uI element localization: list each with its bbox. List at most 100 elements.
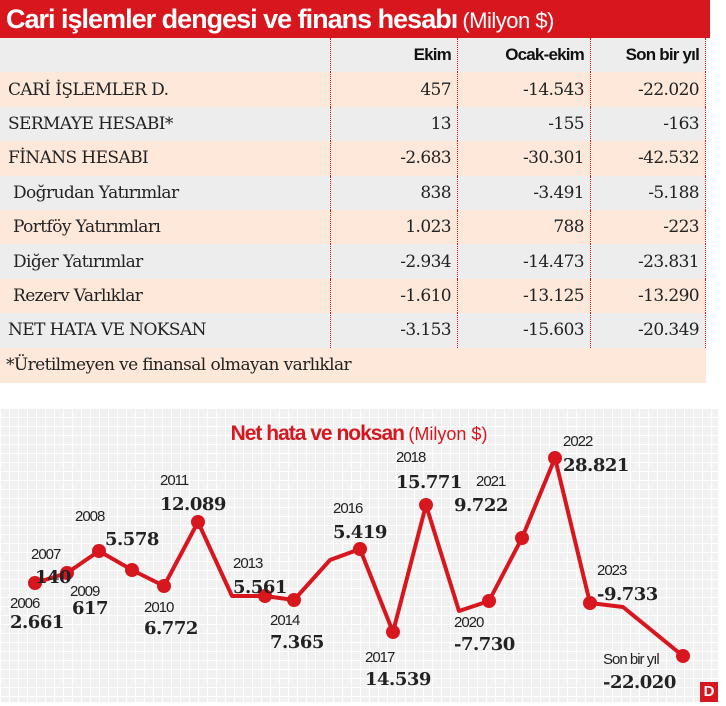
cell-value: -5.188 [590, 175, 706, 210]
cell-value: -14.473 [457, 244, 590, 279]
point-year-label: 2011 [160, 472, 189, 489]
row-label: SERMAYE HESABI* [8, 113, 173, 134]
point-value-label: 15.771 [396, 472, 462, 493]
cell-value: -3.153 [330, 313, 457, 348]
column-header: Ocak-ekim [457, 38, 590, 73]
cell-value: -2.934 [330, 244, 457, 279]
point-value-label: -22.020 [603, 672, 676, 693]
chart-unit: (Milyon $) [408, 424, 488, 444]
point-year-label: 2006 [10, 595, 40, 612]
point-value-label: 617 [72, 598, 108, 619]
data-point [92, 544, 106, 558]
data-point [191, 515, 205, 529]
point-value-label: 9.722 [454, 495, 508, 516]
data-point [258, 589, 272, 603]
point-value-label: -7.730 [454, 634, 515, 655]
point-year-label: 2023 [597, 562, 627, 579]
data-point [125, 563, 139, 577]
cell-value: 13 [330, 106, 457, 142]
table-title-bar: Cari işlemler dengesi ve finans hesabı (… [0, 0, 710, 38]
point-value-label: 5.419 [333, 522, 387, 543]
row-label: Doğrudan Yatırımlar [13, 182, 179, 203]
row-label: FİNANS HESABI [8, 148, 149, 169]
point-value-label: 14.539 [365, 669, 431, 690]
row-label: CARİ İŞLEMLER D. [8, 79, 169, 100]
point-year-label: 2021 [476, 473, 506, 490]
point-value-label: 5.578 [105, 529, 159, 550]
table-footnote: *Üretilmeyen ve finansal olmayan varlıkl… [0, 347, 706, 383]
data-point [386, 625, 400, 639]
table-row: NET HATA VE NOKSAN -3.153 -15.603 -20.349 [0, 313, 706, 348]
row-label: Rezerv Varlıklar [13, 285, 143, 306]
cell-value: -14.543 [457, 72, 590, 107]
point-value-label: 5.561 [233, 577, 287, 598]
cell-value: -1.610 [330, 278, 457, 314]
cell-value: -22.020 [590, 72, 706, 107]
table-unit: (Milyon $) [462, 8, 554, 33]
point-year-label: 2010 [144, 599, 174, 616]
data-point [515, 531, 529, 545]
cell-value: -2.683 [330, 141, 457, 176]
chart-title-text: Net hata ve noksan [230, 422, 405, 445]
table-row: Rezerv Varlıklar -1.610 -13.125 -13.290 [0, 278, 706, 314]
data-point [583, 596, 597, 610]
cell-value: -20.349 [590, 313, 706, 348]
table-title: Cari işlemler dengesi ve finans hesabı [6, 4, 458, 34]
cell-value: 838 [330, 175, 457, 210]
data-point [482, 594, 496, 608]
point-value-label: 6.772 [144, 618, 198, 639]
balance-table: Ekim Ocak-ekim Son bir yıl CARİ İŞLEMLER… [0, 38, 706, 383]
data-point [676, 649, 690, 663]
row-label: Portföy Yatırımları [13, 217, 161, 238]
cell-value: 457 [330, 72, 457, 107]
column-header: Ekim [330, 38, 457, 73]
point-year-label: 2017 [365, 649, 395, 666]
row-label: Diğer Yatırımlar [13, 251, 143, 272]
cell-value: -3.491 [457, 175, 590, 210]
table-row: CARİ İŞLEMLER D. 457 -14.543 -22.020 [0, 72, 706, 107]
publisher-logo: D [700, 682, 718, 702]
table-row: Diğer Yatırımlar -2.934 -14.473 -23.831 [0, 244, 706, 279]
data-point [419, 498, 433, 512]
cell-value: -163 [590, 106, 706, 142]
point-year-label: 2008 [75, 508, 105, 525]
column-header: Son bir yıl [590, 38, 706, 73]
net-errors-chart: 2006 2.661 2007 140 2008 5.578 2009 617 2010 6.77… [0, 408, 718, 702]
table-row: Portföy Yatırımları 1.023 788 -223 [0, 209, 706, 245]
chart-title: Net hata ve noksan (Milyon $) [231, 422, 488, 446]
point-year-label: 2020 [454, 614, 484, 631]
point-year-label: 2018 [396, 449, 426, 466]
cell-value: -30.301 [457, 141, 590, 176]
data-point [28, 576, 42, 590]
point-value-label: 2.661 [10, 612, 64, 633]
point-year-label: 2009 [70, 583, 100, 600]
point-value-label: 12.089 [160, 494, 226, 515]
cell-value: -23.831 [590, 244, 706, 279]
point-value-label: 28.821 [563, 455, 629, 476]
point-year-label: 2007 [31, 546, 61, 563]
cell-value: -13.290 [590, 278, 706, 314]
point-year-label: 2013 [233, 555, 263, 572]
cell-value: -155 [457, 106, 590, 142]
point-value-label: 140 [35, 567, 71, 588]
cell-value: 788 [457, 209, 590, 245]
data-point [60, 566, 74, 580]
series-line [34, 456, 685, 658]
cell-value: -13.125 [457, 278, 590, 314]
point-year-label: 2022 [563, 433, 593, 450]
point-value-label: 7.365 [270, 632, 324, 653]
table-header: Ekim Ocak-ekim Son bir yıl [0, 38, 706, 73]
row-label: NET HATA VE NOKSAN [8, 320, 206, 341]
data-point [287, 593, 301, 607]
data-point [157, 579, 171, 593]
point-year-label: 2016 [333, 500, 363, 517]
table-row: Doğrudan Yatırımlar 838 -3.491 -5.188 [0, 175, 706, 210]
point-value-label: -9.733 [597, 584, 658, 605]
cell-value: 1.023 [330, 209, 457, 245]
table-row: FİNANS HESABI -2.683 -30.301 -42.532 [0, 141, 706, 176]
cell-value: -42.532 [590, 141, 706, 176]
data-point [548, 451, 562, 465]
table-row: SERMAYE HESABI* 13 -155 -163 [0, 106, 706, 142]
point-year-label: 2014 [270, 612, 300, 629]
